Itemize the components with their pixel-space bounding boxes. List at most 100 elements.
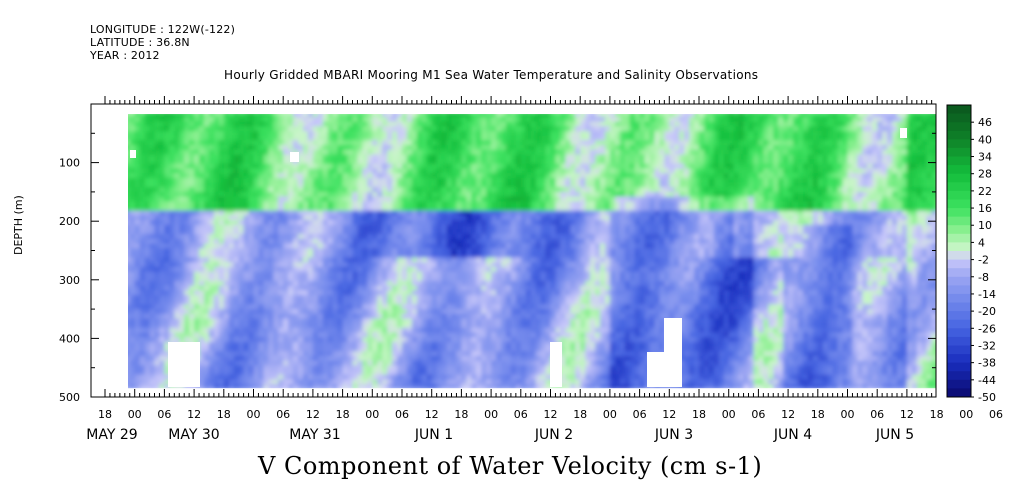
heat-cell [486,224,492,230]
heat-cell [223,337,230,343]
heat-cell [144,360,151,366]
heat-cell [520,238,527,245]
heat-cell [134,295,141,301]
heat-cell [293,131,299,137]
heat-cell [139,285,146,291]
heat-cell [436,238,443,245]
heat-cell [179,116,185,123]
heat-cell [337,304,344,310]
heat-cell [258,351,264,357]
heat-cell [213,210,220,216]
heat-cell [218,257,225,263]
heat-cell [218,276,225,282]
heat-cell [491,285,497,291]
heat-cell [218,356,225,362]
heat-cell [248,229,255,235]
heat-cell [233,332,240,338]
heat-cell [273,281,279,287]
heat-cell [293,309,299,315]
heat-cell [164,360,170,366]
heat-cell [515,201,522,207]
heat-cell [139,224,146,230]
heat-cell [268,121,274,127]
heat-cell [451,281,457,287]
heat-cell [204,365,210,371]
heat-cell [481,191,487,198]
heat-cell [515,168,522,174]
heat-cell [263,177,269,184]
heat-cell [174,112,180,118]
heat-cell [466,112,472,118]
heat-cell [481,346,487,352]
heat-cell [515,374,522,380]
heat-cell [208,281,215,287]
heat-cell [436,341,443,348]
heat-cell [505,177,512,184]
heat-cell [342,182,349,188]
heat-cell [471,332,477,338]
heat-cell [288,206,294,212]
heat-cell [238,370,245,376]
heat-cell [253,177,259,184]
heat-cell [248,121,255,127]
heat-cell [466,159,472,165]
heat-cell [213,168,220,174]
heat-cell [278,238,284,245]
heat-cell [169,173,175,179]
heat-cell [144,196,151,202]
heat-cell [342,252,349,259]
heat-cell [342,177,349,184]
heat-cell [317,191,324,198]
heat-cell [491,121,497,127]
heat-cell [298,135,304,141]
heat-cell [421,121,428,127]
heat-cell [515,379,522,385]
heat-cell [402,374,408,380]
heat-cell [278,271,284,277]
heat-cell [298,126,304,132]
heat-cell [253,229,259,235]
heat-cell [352,229,358,235]
heat-cell [342,271,349,277]
heat-cell [347,220,354,226]
heat-cell [322,262,329,268]
heat-cell [342,374,349,380]
heat-cell [436,135,443,141]
heat-cell [144,337,151,343]
heat-cell [426,215,433,221]
heat-cell [317,356,324,362]
heat-cell [184,262,190,268]
heat-cell [194,323,200,329]
heat-cell [461,224,467,230]
heat-cell [416,210,423,216]
heat-cell [253,351,259,357]
heat-cell [411,262,418,268]
heat-cell [298,266,304,273]
heat-cell [218,379,225,385]
heat-cell [352,271,358,277]
heat-cell [134,318,141,324]
heat-cell [317,238,324,245]
heat-cell [134,145,141,151]
heat-cell [421,290,428,296]
heat-cell [382,351,388,357]
heat-cell [317,271,324,277]
heat-cell [347,187,354,193]
heat-cell [496,154,502,160]
heat-cell [461,318,467,324]
heat-cell [476,262,482,268]
heat-cell [298,168,304,174]
heat-cell [139,234,146,240]
heat-cell [466,356,472,362]
heat-cell [406,281,413,287]
heat-cell [298,215,304,221]
heat-cell [139,370,146,376]
heat-cell [471,215,477,221]
heat-cell [397,384,403,390]
heat-cell [456,276,462,282]
heat-cell [352,173,358,179]
heat-cell [357,220,363,226]
heat-cell [238,374,245,380]
heat-cell [406,220,413,226]
heat-cell [337,126,344,132]
